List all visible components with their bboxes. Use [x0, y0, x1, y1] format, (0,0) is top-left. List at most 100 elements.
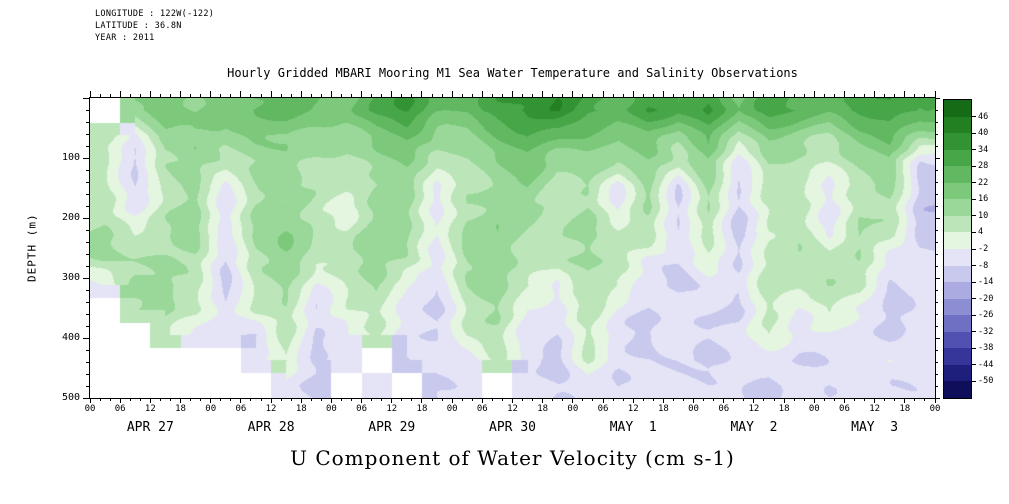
- y-tick-right: [936, 337, 940, 339]
- x-hour-label: 00: [326, 404, 337, 414]
- colorbar-frame: [943, 99, 972, 399]
- x-tick-bottom: [582, 399, 584, 401]
- x-tick-top: [371, 94, 373, 97]
- x-tick-bottom: [381, 399, 383, 401]
- x-tick-bottom: [391, 399, 393, 403]
- colorbar-tick-label: -26: [978, 310, 994, 321]
- x-tick-top: [300, 91, 302, 97]
- x-hour-label: 18: [416, 404, 428, 414]
- y-tick-left: [86, 373, 89, 375]
- x-tick-bottom: [220, 399, 222, 401]
- longitude-text: LONGITUDE : 122W(-122): [95, 9, 215, 19]
- x-tick-bottom: [481, 399, 483, 403]
- colorbar-tick: [972, 281, 976, 283]
- colorbar-tick: [972, 198, 976, 200]
- y-tick-right: [936, 349, 938, 351]
- x-tick-top: [884, 94, 886, 97]
- x-tick-bottom: [99, 399, 101, 401]
- x-date-label: MAY 3: [851, 420, 899, 435]
- x-tick-bottom: [210, 399, 212, 403]
- x-tick-bottom: [522, 399, 524, 401]
- header-info: LONGITUDE : 122W(-122) LATITUDE : 36.8N …: [95, 8, 214, 44]
- colorbar-tick: [972, 132, 976, 134]
- y-tick-right: [936, 205, 938, 207]
- colorbar-segment: [944, 348, 971, 365]
- colorbar-tick: [972, 314, 976, 316]
- y-tick-label: 400: [61, 332, 80, 343]
- x-tick-top: [733, 94, 735, 97]
- colorbar-segment: [944, 150, 971, 166]
- x-tick-bottom: [723, 399, 725, 403]
- x-hour-label: 12: [507, 404, 518, 414]
- x-tick-top: [642, 94, 644, 97]
- x-hour-label: 18: [295, 404, 307, 414]
- x-tick-top: [924, 94, 926, 97]
- x-tick-bottom: [602, 399, 604, 403]
- colorbar-tick: [972, 149, 976, 151]
- y-tick-left: [86, 361, 89, 363]
- y-tick-right: [936, 325, 938, 327]
- x-tick-bottom: [351, 399, 353, 401]
- y-tick-left: [86, 289, 89, 291]
- colorbar-segment: [944, 199, 971, 216]
- colorbar-tick: [972, 248, 976, 250]
- y-tick-left: [83, 157, 89, 159]
- x-hour-label: 18: [175, 404, 186, 414]
- colorbar-tick: [972, 182, 976, 184]
- y-tick-right: [936, 121, 938, 123]
- x-tick-bottom: [441, 399, 443, 401]
- x-tick-bottom: [310, 399, 312, 401]
- x-tick-bottom: [371, 399, 373, 401]
- y-tick-right: [936, 397, 940, 399]
- x-tick-bottom: [542, 399, 544, 403]
- y-tick-right: [936, 169, 938, 171]
- x-tick-top: [391, 91, 393, 97]
- y-tick-left: [86, 121, 89, 123]
- x-date-label: APR 29: [368, 420, 416, 435]
- y-tick-right: [936, 241, 938, 243]
- x-tick-bottom: [652, 399, 654, 401]
- colorbar-segment: [944, 249, 971, 266]
- colorbar-tick-label: 10: [978, 210, 989, 221]
- x-hour-label: 00: [808, 404, 820, 414]
- x-tick-top: [461, 94, 463, 97]
- x-tick-bottom: [803, 399, 805, 401]
- x-tick-top: [693, 91, 695, 97]
- x-tick-top: [703, 94, 705, 97]
- year-text: YEAR : 2011: [95, 33, 155, 43]
- colorbar-segment: [944, 117, 971, 133]
- x-tick-bottom: [501, 399, 503, 401]
- y-tick-right: [936, 145, 938, 147]
- colorbar-tick: [972, 347, 976, 349]
- x-tick-top: [512, 91, 513, 97]
- x-tick-bottom: [361, 399, 363, 403]
- x-tick-bottom: [89, 399, 91, 403]
- x-tick-bottom: [471, 399, 473, 401]
- x-hour-label: 06: [718, 404, 730, 414]
- x-hour-label: 00: [84, 404, 96, 414]
- x-date-label: MAY 1: [609, 420, 657, 435]
- latitude-text: LATITUDE : 36.8N: [95, 21, 182, 31]
- x-tick-bottom: [612, 399, 614, 401]
- x-tick-bottom: [532, 399, 534, 401]
- x-tick-top: [99, 94, 101, 97]
- x-hour-label: 06: [597, 404, 609, 414]
- x-tick-bottom: [783, 399, 785, 403]
- x-tick-top: [159, 94, 161, 97]
- y-tick-right: [936, 265, 938, 267]
- x-tick-top: [310, 94, 312, 97]
- x-hour-label: 00: [688, 404, 699, 414]
- x-tick-bottom: [401, 399, 403, 401]
- x-tick-top: [934, 91, 936, 97]
- x-tick-top: [109, 94, 111, 97]
- x-tick-top: [864, 94, 866, 97]
- x-tick-top: [713, 94, 715, 97]
- x-hour-label: 06: [476, 404, 488, 414]
- colorbar-tick: [972, 265, 976, 267]
- x-tick-top: [823, 94, 825, 97]
- y-tick-right: [936, 193, 938, 195]
- x-hour-label: 12: [748, 404, 760, 414]
- y-tick-right: [936, 229, 938, 231]
- x-tick-top: [572, 91, 574, 97]
- x-tick-bottom: [119, 399, 121, 403]
